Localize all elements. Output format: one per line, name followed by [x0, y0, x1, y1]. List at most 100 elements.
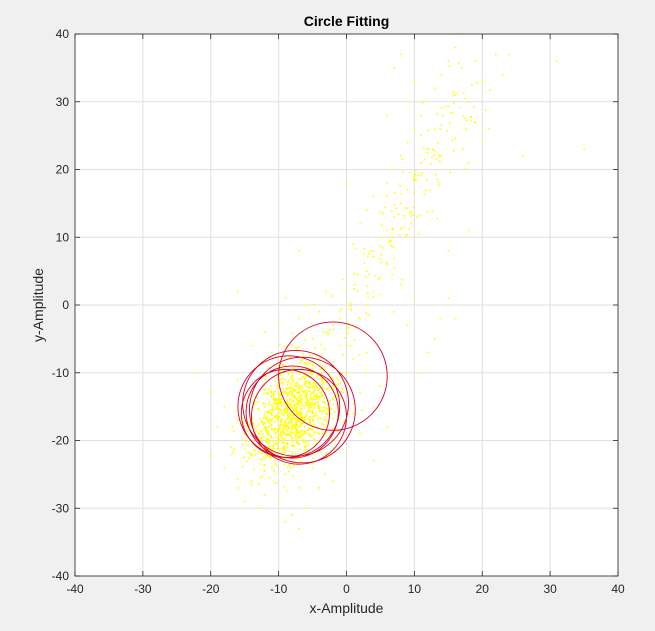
- scatter-point: [287, 416, 290, 418]
- scatter-point: [346, 303, 348, 306]
- scatter-point: [257, 483, 260, 485]
- scatter-point: [312, 385, 315, 388]
- scatter-point: [247, 451, 249, 454]
- scatter-point: [353, 273, 356, 275]
- scatter-point: [334, 396, 336, 398]
- scatter-point: [260, 436, 262, 439]
- scatter-point: [326, 404, 328, 406]
- scatter-point: [286, 441, 288, 444]
- scatter-point: [305, 394, 308, 396]
- scatter-point: [298, 412, 300, 415]
- scatter-point: [237, 378, 239, 381]
- scatter-point: [288, 356, 291, 358]
- scatter-point: [284, 411, 286, 413]
- scatter-point: [382, 212, 384, 215]
- scatter-point: [294, 389, 296, 392]
- scatter-point: [269, 417, 272, 420]
- scatter-point: [304, 377, 306, 380]
- scatter-point: [333, 411, 336, 413]
- scatter-point: [350, 308, 352, 311]
- scatter-point: [287, 415, 290, 417]
- scatter-point: [262, 402, 264, 404]
- scatter-point: [289, 439, 292, 441]
- scatter-point: [315, 412, 317, 414]
- scatter-point: [313, 414, 316, 417]
- scatter-point: [304, 381, 306, 383]
- scatter-point: [273, 379, 276, 382]
- scatter-point: [250, 453, 253, 455]
- scatter-point: [305, 363, 307, 365]
- scatter-point: [232, 450, 234, 453]
- y-tick-label: 0: [62, 298, 69, 312]
- scatter-point: [304, 446, 307, 449]
- scatter-point: [435, 158, 438, 160]
- scatter-point: [406, 207, 409, 209]
- scatter-point: [274, 428, 277, 431]
- scatter-point: [297, 432, 300, 435]
- scatter-point: [372, 195, 375, 198]
- scatter-point: [306, 400, 309, 403]
- scatter-point: [257, 432, 260, 435]
- scatter-point: [278, 401, 280, 404]
- scatter-point: [393, 67, 395, 69]
- scatter-point: [308, 407, 310, 409]
- scatter-point: [280, 369, 283, 372]
- scatter-point: [241, 420, 244, 423]
- scatter-point: [292, 381, 294, 383]
- scatter-point: [318, 358, 321, 360]
- scatter-point: [285, 426, 288, 429]
- scatter-point: [400, 202, 402, 205]
- scatter-point: [258, 458, 261, 460]
- scatter-point: [439, 160, 441, 162]
- scatter-point: [289, 431, 292, 433]
- scatter-point: [311, 409, 314, 412]
- scatter-point: [413, 297, 416, 300]
- scatter-point: [283, 463, 286, 466]
- scatter-point: [345, 331, 348, 333]
- scatter-point: [290, 411, 293, 413]
- scatter-point: [322, 331, 324, 334]
- scatter-point: [270, 390, 272, 392]
- scatter-point: [247, 444, 249, 447]
- scatter-point: [247, 440, 250, 443]
- scatter-point: [306, 413, 308, 416]
- x-tick-label: 0: [343, 582, 350, 596]
- scatter-point: [318, 432, 321, 435]
- scatter-point: [297, 411, 300, 414]
- scatter-point: [290, 378, 293, 381]
- scatter-point: [303, 430, 306, 433]
- scatter-point: [300, 412, 303, 414]
- scatter-point: [223, 466, 226, 469]
- scatter-point: [279, 399, 282, 402]
- scatter-point: [331, 428, 334, 430]
- scatter-point: [278, 343, 281, 346]
- scatter-point: [263, 413, 266, 415]
- scatter-point: [293, 395, 295, 398]
- scatter-point: [283, 449, 286, 451]
- scatter-point: [298, 487, 300, 489]
- scatter-point: [278, 416, 281, 418]
- scatter-point: [299, 415, 302, 418]
- scatter-point: [311, 466, 314, 469]
- scatter-point: [290, 420, 293, 423]
- scatter-point: [297, 413, 299, 416]
- scatter-point: [316, 374, 318, 377]
- scatter-point: [372, 460, 375, 462]
- scatter-point: [317, 401, 319, 404]
- scatter-point: [326, 332, 329, 335]
- scatter-point: [307, 432, 310, 435]
- scatter-point: [270, 413, 272, 415]
- scatter-point: [272, 437, 275, 439]
- x-tick-label: -30: [134, 582, 152, 596]
- fitted-circle: [245, 365, 339, 459]
- scatter-point: [223, 405, 226, 408]
- scatter-point: [304, 395, 307, 398]
- scatter-point: [353, 288, 355, 290]
- scatter-point: [474, 121, 476, 124]
- scatter-point: [296, 413, 299, 415]
- scatter-point: [314, 388, 316, 391]
- scatter-point: [271, 407, 274, 409]
- scatter-point: [246, 430, 248, 432]
- scatter-point: [282, 390, 284, 393]
- scatter-point: [311, 338, 314, 340]
